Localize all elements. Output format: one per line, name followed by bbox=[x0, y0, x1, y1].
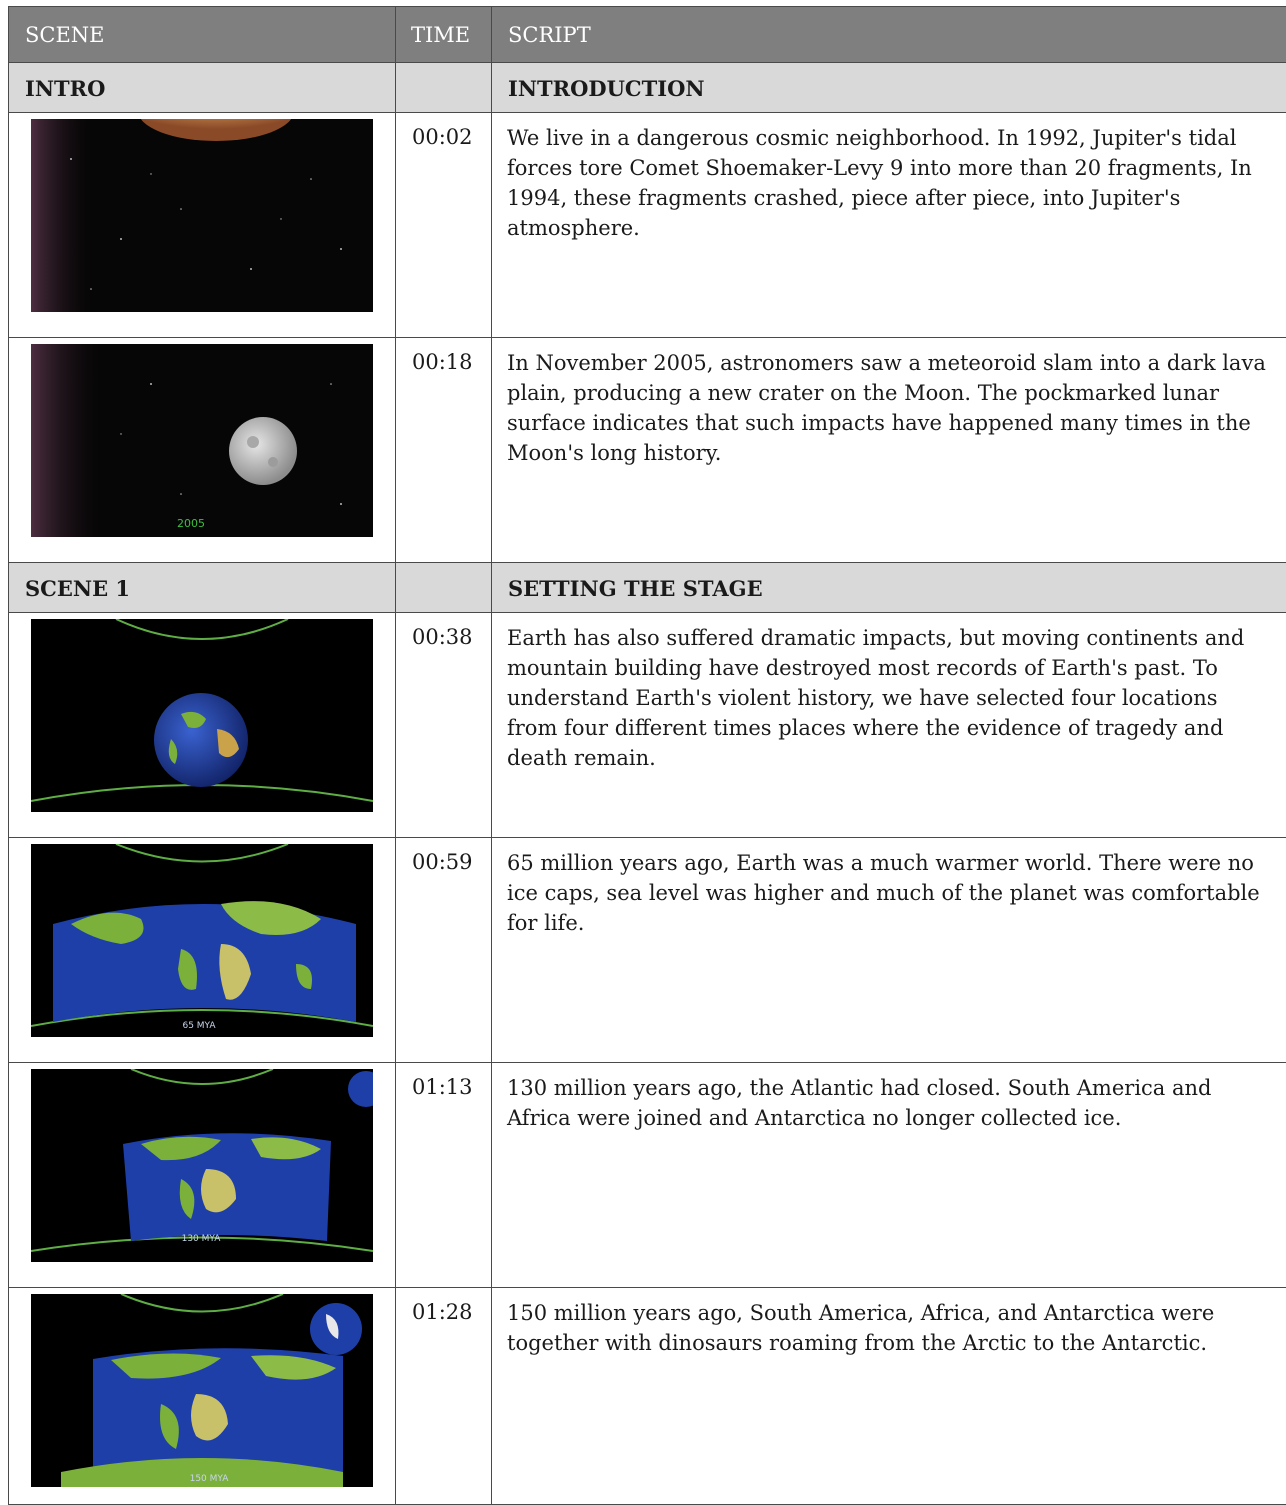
thumbnail-cell: 65 MYA bbox=[9, 838, 396, 1063]
section-scene-label: INTRO bbox=[9, 63, 396, 113]
time-cell: 00:59 bbox=[396, 838, 492, 1063]
table-row: 65 MYA 00:59 65 million years ago, Earth… bbox=[9, 838, 1286, 1063]
table-header-row: SCENE TIME SCRIPT bbox=[9, 7, 1286, 63]
header-scene: SCENE bbox=[9, 7, 396, 63]
section-title: INTRODUCTION bbox=[492, 63, 1286, 113]
script-cell: In November 2005, astronomers saw a mete… bbox=[492, 338, 1286, 563]
section-scene-label: SCENE 1 bbox=[9, 563, 396, 613]
time-cell: 01:13 bbox=[396, 1063, 492, 1288]
script-table: SCENE TIME SCRIPT INTRO INTRODUCTION bbox=[8, 6, 1286, 1505]
mya-caption: 65 MYA bbox=[182, 1021, 216, 1031]
section-row-intro: INTRO INTRODUCTION bbox=[9, 63, 1286, 113]
thumbnail-cell: 2005 bbox=[9, 338, 396, 563]
time-cell: 00:38 bbox=[396, 613, 492, 838]
thumbnail-cell: 150 MYA bbox=[9, 1288, 396, 1505]
thumbnail-cell: 130 MYA bbox=[9, 1063, 396, 1288]
section-row-scene-1: SCENE 1 SETTING THE STAGE bbox=[9, 563, 1286, 613]
map-65mya-thumbnail: 65 MYA bbox=[31, 844, 373, 1037]
header-time: TIME bbox=[396, 7, 492, 63]
moon-thumbnail: 2005 bbox=[31, 344, 373, 537]
year-caption: 2005 bbox=[177, 517, 205, 530]
table-row: 150 MYA 01:28 150 million years ago, Sou… bbox=[9, 1288, 1286, 1505]
script-cell: Earth has also suffered dramatic impacts… bbox=[492, 613, 1286, 838]
table-row: 130 MYA 01:13 130 million years ago, the… bbox=[9, 1063, 1286, 1288]
header-script: SCRIPT bbox=[492, 7, 1286, 63]
script-cell: 65 million years ago, Earth was a much w… bbox=[492, 838, 1286, 1063]
thumbnail-cell bbox=[9, 613, 396, 838]
table-row: 2005 00:18 In November 2005, astronomers… bbox=[9, 338, 1286, 563]
time-cell: 00:02 bbox=[396, 113, 492, 338]
mya-caption: 150 MYA bbox=[190, 1474, 230, 1484]
jupiter-comet-thumbnail bbox=[31, 119, 373, 312]
thumbnail-cell bbox=[9, 113, 396, 338]
section-title: SETTING THE STAGE bbox=[492, 563, 1286, 613]
earth-globe-thumbnail bbox=[31, 619, 373, 812]
section-time-empty bbox=[396, 563, 492, 613]
script-cell: We live in a dangerous cosmic neighborho… bbox=[492, 113, 1286, 338]
map-150mya-thumbnail: 150 MYA bbox=[31, 1294, 373, 1487]
mya-caption: 130 MYA bbox=[182, 1234, 222, 1244]
time-cell: 01:28 bbox=[396, 1288, 492, 1505]
map-130mya-thumbnail: 130 MYA bbox=[31, 1069, 373, 1262]
script-cell: 150 million years ago, South America, Af… bbox=[492, 1288, 1286, 1505]
time-cell: 00:18 bbox=[396, 338, 492, 563]
table-row: 00:38 Earth has also suffered dramatic i… bbox=[9, 613, 1286, 838]
table-row: 00:02 We live in a dangerous cosmic neig… bbox=[9, 113, 1286, 338]
script-cell: 130 million years ago, the Atlantic had … bbox=[492, 1063, 1286, 1288]
section-time-empty bbox=[396, 63, 492, 113]
